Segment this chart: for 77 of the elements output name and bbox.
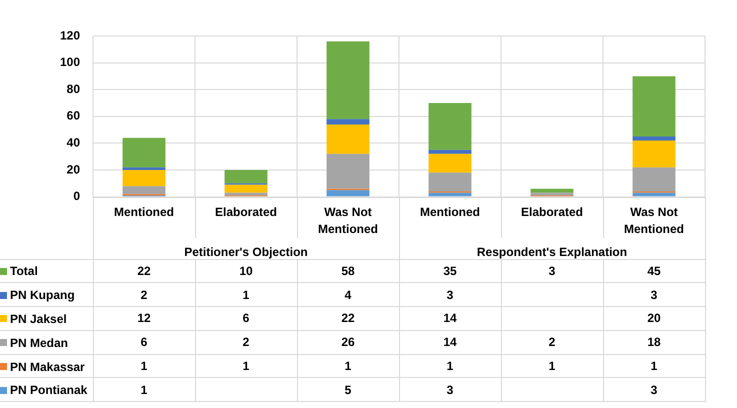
data-label: 6 — [242, 311, 250, 326]
data-label: 3 — [650, 288, 658, 302]
data-label: 3 — [548, 264, 556, 278]
data-label: 45 — [647, 264, 661, 278]
bar — [428, 154, 472, 173]
bar — [632, 136, 676, 141]
bar — [632, 140, 676, 168]
y-tick-label: 20 — [66, 162, 80, 176]
bar — [224, 184, 268, 193]
bar — [122, 167, 166, 170]
bar — [632, 192, 676, 196]
bar — [326, 41, 370, 120]
bar — [122, 138, 166, 168]
data-label: 3 — [446, 382, 454, 397]
bar — [326, 190, 370, 196]
legend-label: PN Makassar — [10, 360, 85, 374]
data-label: 58 — [341, 264, 355, 278]
data-label: 6 — [140, 335, 148, 350]
bar — [122, 186, 166, 194]
data-label: 5 — [344, 382, 352, 397]
data-label: 1 — [140, 359, 148, 374]
data-label: 22 — [341, 311, 355, 326]
data-label: 3 — [446, 288, 454, 302]
x-tick-label: Elaborated — [214, 205, 277, 219]
bar — [428, 150, 472, 154]
data-label: 1 — [650, 359, 658, 374]
legend-label: PN Pontianak — [10, 383, 88, 398]
data-label: 2 — [140, 288, 148, 302]
data-label: 1 — [242, 359, 250, 374]
y-tick-label: 40 — [66, 136, 80, 150]
data-label: 2 — [548, 335, 556, 350]
bar — [530, 192, 574, 196]
data-label: 14 — [443, 335, 457, 350]
legend-label: PN Jaksel — [10, 312, 67, 326]
data-label: 26 — [341, 335, 355, 350]
data-label: 22 — [137, 264, 151, 278]
data-label: 1 — [548, 359, 556, 374]
bar — [224, 192, 268, 196]
text: Respondent's Explanation — [476, 244, 628, 258]
bar — [632, 167, 676, 192]
bar — [632, 76, 676, 136]
data-label: 1 — [242, 288, 250, 302]
legend-label: PN Medan — [10, 336, 68, 350]
legend-label: Total — [10, 264, 38, 278]
y-tick-label: 120 — [60, 28, 80, 42]
data-label: 2 — [242, 335, 250, 350]
x-tick-label: Mentioned — [420, 205, 480, 219]
data-label: 3 — [650, 382, 658, 397]
x-tick-label: Mentioned — [114, 205, 174, 219]
data-label: 1 — [446, 359, 454, 374]
bar — [326, 124, 370, 154]
x-tick-label: Was Not Mentioned — [624, 205, 684, 236]
x-tick-label: Elaborated — [520, 205, 583, 219]
y-tick-label: 100 — [60, 55, 80, 70]
data-label: 1 — [140, 382, 148, 397]
data-label: 14 — [443, 311, 457, 326]
y-tick-label: 0 — [73, 189, 80, 204]
y-tick-label: 60 — [66, 108, 80, 123]
data-label: 10 — [239, 264, 253, 278]
data-label: 1 — [344, 359, 352, 374]
legend-label: PN Kupang — [10, 288, 75, 302]
data-label: 18 — [647, 335, 661, 350]
bar — [326, 154, 370, 189]
data-label: 20 — [647, 311, 661, 326]
data-label: 4 — [344, 288, 352, 302]
bar — [530, 188, 574, 193]
text: Petitioner's Objection — [184, 244, 308, 258]
bar — [428, 172, 472, 192]
bar — [428, 103, 472, 150]
y-tick-label: 80 — [66, 82, 80, 96]
bar — [326, 119, 370, 124]
data-label: 35 — [443, 264, 457, 278]
data-label: 12 — [137, 311, 151, 326]
x-tick-label: Was Not Mentioned — [318, 205, 378, 236]
bar — [428, 192, 472, 196]
bar — [224, 170, 268, 184]
bar — [122, 170, 166, 186]
